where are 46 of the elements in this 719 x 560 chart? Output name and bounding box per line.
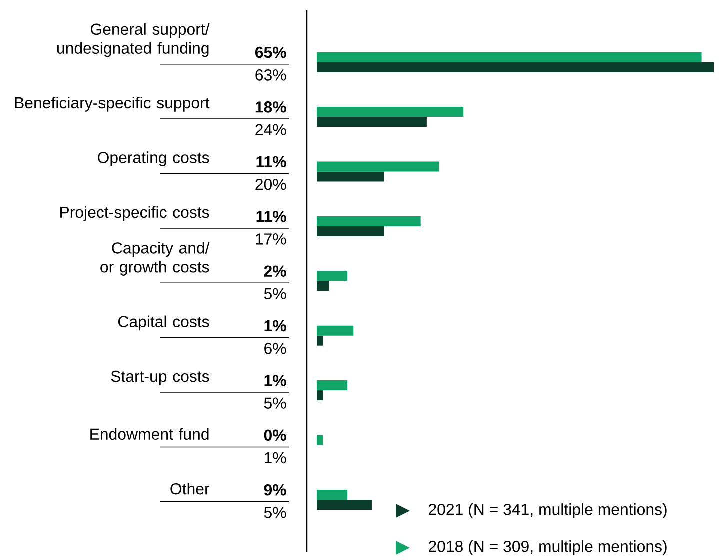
bar bbox=[317, 62, 714, 72]
data-label: 11% bbox=[256, 211, 286, 222]
legend-label: 2021 (N = 341, multiple mentions) bbox=[429, 504, 667, 518]
data-label: 1% bbox=[264, 375, 286, 386]
bar bbox=[317, 107, 464, 118]
bar bbox=[317, 172, 384, 182]
data-label: 63% bbox=[256, 70, 286, 81]
data-label: 1% bbox=[264, 452, 286, 464]
y-tick-label: Project-specific costs bbox=[60, 206, 210, 222]
data-label: 1% bbox=[264, 320, 286, 332]
data-label: 0% bbox=[264, 430, 286, 442]
data-label: 5% bbox=[264, 288, 286, 300]
bar bbox=[317, 326, 354, 336]
data-label: 2% bbox=[264, 266, 286, 277]
y-tick-label: Capital costs bbox=[118, 316, 210, 331]
bar bbox=[317, 336, 324, 346]
y-tick-label: General support/ undesignated funding bbox=[58, 23, 210, 58]
y-tick-label: Operating costs bbox=[98, 152, 210, 167]
data-label: 11% bbox=[256, 156, 286, 168]
data-label: 18% bbox=[256, 102, 286, 113]
bar bbox=[317, 390, 324, 401]
data-label: 24% bbox=[256, 124, 286, 136]
data-label: 5% bbox=[264, 398, 286, 409]
bar bbox=[317, 226, 384, 236]
data-label: 65% bbox=[255, 46, 286, 58]
bar bbox=[317, 117, 427, 128]
y-tick-label: Endowment fund bbox=[90, 428, 209, 440]
y-tick-label: Start-up costs bbox=[111, 370, 210, 386]
bar bbox=[317, 216, 421, 226]
bar bbox=[317, 271, 348, 282]
data-label: 9% bbox=[264, 484, 286, 496]
data-label: 5% bbox=[264, 507, 286, 518]
y-tick-label: Other bbox=[170, 483, 210, 495]
bar bbox=[317, 162, 440, 172]
bar bbox=[317, 500, 372, 510]
bar bbox=[317, 380, 348, 391]
data-label: 20% bbox=[256, 178, 286, 190]
bar bbox=[317, 281, 330, 292]
bar bbox=[317, 52, 702, 62]
bar bbox=[317, 490, 348, 500]
bar bbox=[317, 435, 324, 446]
legend-label: 2018 (N = 309, multiple mentions) bbox=[429, 540, 667, 556]
y-tick-label: Capacity and/ or growth costs bbox=[100, 242, 210, 276]
data-label: 6% bbox=[264, 343, 286, 354]
y-tick-label: Beneficiary-specific support bbox=[15, 96, 210, 112]
data-label: 17% bbox=[256, 234, 286, 245]
